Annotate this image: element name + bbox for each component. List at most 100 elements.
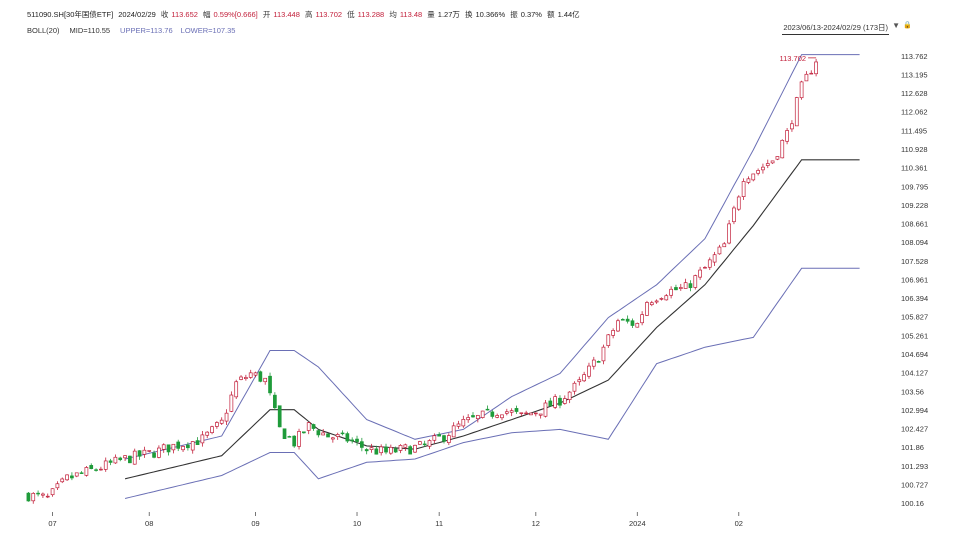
candle — [630, 318, 635, 329]
candle — [794, 96, 799, 127]
candle-body — [688, 283, 693, 289]
candle-body — [316, 430, 321, 436]
candle — [678, 283, 683, 291]
candle-body — [413, 444, 417, 453]
candle — [712, 251, 717, 266]
candle — [688, 280, 693, 292]
candle-body — [219, 419, 224, 424]
candle — [200, 430, 205, 447]
boll-mid: MID=110.55 — [69, 26, 111, 35]
candle — [741, 178, 746, 200]
candle-body — [152, 452, 156, 458]
candle — [582, 371, 586, 383]
candle — [258, 370, 263, 383]
candle — [490, 410, 495, 419]
candle — [137, 450, 142, 460]
candle — [577, 376, 582, 386]
y-tick-label: 100.727 — [901, 480, 928, 489]
candle — [804, 71, 809, 82]
candle-body — [224, 412, 229, 422]
candle — [775, 156, 780, 161]
candle-body — [103, 460, 108, 470]
y-tick-label: 102.427 — [901, 425, 928, 434]
candle — [302, 431, 306, 434]
candle-body — [335, 434, 340, 437]
candle — [765, 159, 770, 169]
candle-body — [616, 320, 620, 332]
candle — [244, 374, 248, 381]
lock-icon[interactable]: 🔒 — [903, 22, 912, 29]
candle-body — [683, 282, 688, 289]
boll-lower-line — [124, 267, 860, 499]
candle-body — [340, 432, 345, 435]
candle — [157, 445, 161, 459]
candle-body — [427, 440, 432, 447]
boll-mid-line — [124, 159, 860, 480]
candle — [161, 443, 166, 453]
candle-body — [736, 196, 741, 210]
candle — [606, 333, 611, 348]
candle — [790, 120, 794, 132]
candle — [195, 437, 200, 445]
y-tick-label: 110.928 — [901, 145, 928, 154]
candle-body — [446, 435, 451, 443]
candle-body — [74, 472, 79, 477]
candle — [287, 435, 292, 438]
candle — [703, 266, 707, 269]
candle-body — [137, 450, 142, 457]
candle — [451, 422, 456, 438]
candle-body — [770, 160, 775, 164]
candle-body — [809, 72, 814, 75]
candle — [514, 405, 519, 414]
candle — [84, 466, 89, 477]
turnover-label: 换 — [465, 10, 473, 19]
candle-body — [268, 375, 272, 394]
chevron-down-icon[interactable]: ▼ — [892, 21, 900, 30]
candle — [205, 431, 210, 439]
candle — [268, 372, 272, 396]
candle-body — [369, 447, 374, 450]
candle — [123, 455, 127, 462]
candle — [364, 448, 369, 455]
candle — [99, 466, 103, 471]
high-value: 113.702 — [315, 10, 343, 19]
candle — [645, 300, 649, 316]
candle — [108, 458, 113, 466]
candle — [360, 437, 364, 452]
candle — [128, 455, 132, 464]
candle-body — [611, 330, 615, 336]
candle — [538, 413, 543, 419]
candle-body — [258, 371, 263, 382]
candle-body — [393, 448, 398, 453]
candle-body — [640, 314, 644, 324]
candle — [654, 299, 659, 304]
candle — [707, 257, 712, 271]
date-range-selector[interactable]: 2023/06/13-2024/02/29 (173日) — [782, 22, 889, 35]
candle — [210, 425, 214, 435]
candle-body — [321, 432, 326, 436]
y-tick-label: 104.694 — [901, 350, 928, 359]
amplitude-label: 振 — [510, 10, 518, 19]
candle — [509, 408, 514, 417]
candle-body — [529, 412, 533, 416]
candle — [529, 412, 533, 416]
candle — [398, 444, 403, 454]
close-label: 收 — [160, 10, 169, 19]
y-tick-label: 104.127 — [901, 369, 928, 378]
candle — [780, 139, 785, 159]
candle — [417, 440, 422, 445]
candle-body — [746, 178, 751, 183]
candle — [761, 163, 765, 174]
candle-body — [591, 359, 596, 367]
candle-body — [693, 275, 698, 288]
candle-body — [466, 417, 471, 421]
x-tick-label: 07 — [48, 519, 56, 528]
x-tick-label: 02 — [735, 519, 743, 528]
candle — [74, 472, 79, 478]
high-label: 高 — [305, 10, 313, 19]
candle — [234, 379, 239, 400]
boll-indicator[interactable]: BOLL(20) MID=110.55 UPPER=113.76 LOWER=107.… — [27, 24, 235, 38]
candle — [751, 173, 756, 182]
candle — [683, 278, 688, 289]
